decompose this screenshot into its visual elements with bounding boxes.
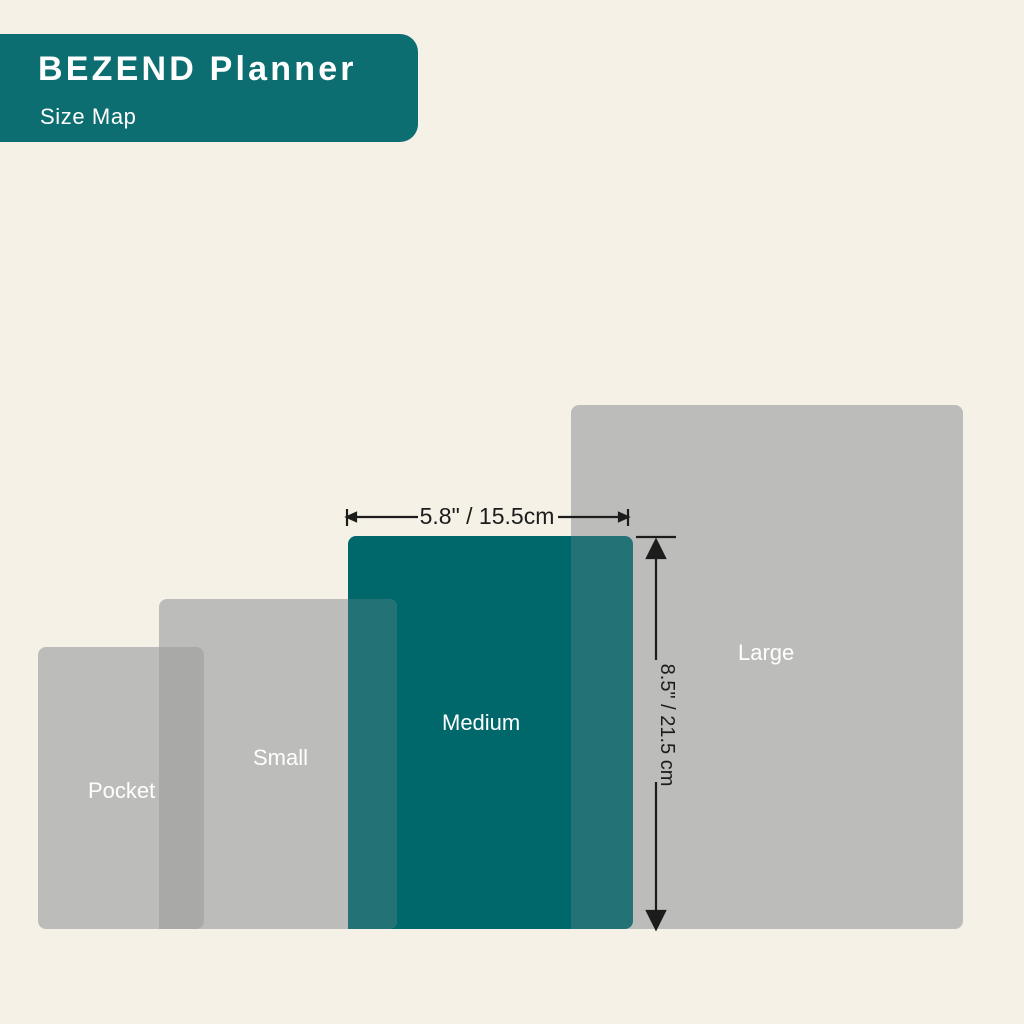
svg-text:8.5" / 21.5 cm: 8.5" / 21.5 cm (656, 664, 678, 787)
svg-text:5.8" / 15.5cm: 5.8" / 15.5cm (420, 503, 555, 529)
